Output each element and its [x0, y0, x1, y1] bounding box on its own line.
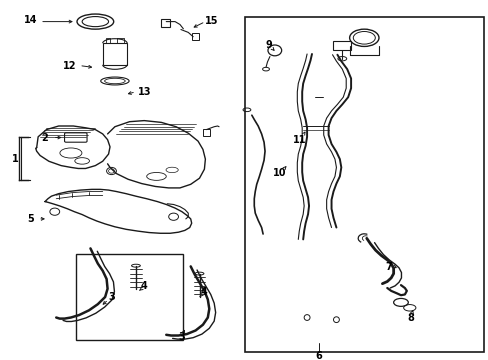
Bar	[102, 43, 127, 65]
Bar	[245, 17, 483, 352]
Text: 1: 1	[12, 154, 19, 164]
Text: 6: 6	[315, 351, 322, 360]
Bar	[333, 41, 350, 50]
Text: 15: 15	[204, 16, 218, 26]
Bar	[191, 33, 198, 40]
Bar	[203, 129, 210, 136]
Text: 5: 5	[27, 214, 34, 224]
Text: 4: 4	[201, 287, 207, 297]
Text: 2: 2	[41, 133, 48, 143]
Text: 14: 14	[23, 15, 37, 25]
Text: 10: 10	[272, 168, 286, 178]
Bar	[161, 19, 170, 27]
Text: 7: 7	[385, 262, 391, 272]
Text: 12: 12	[62, 60, 76, 71]
Text: 3: 3	[178, 332, 185, 342]
Bar	[76, 254, 183, 340]
Text: 11: 11	[292, 135, 305, 145]
Text: 4: 4	[141, 281, 147, 291]
Text: 13: 13	[138, 87, 151, 97]
Text: 8: 8	[407, 312, 413, 323]
Text: 3: 3	[108, 292, 115, 302]
Text: 9: 9	[265, 40, 272, 50]
